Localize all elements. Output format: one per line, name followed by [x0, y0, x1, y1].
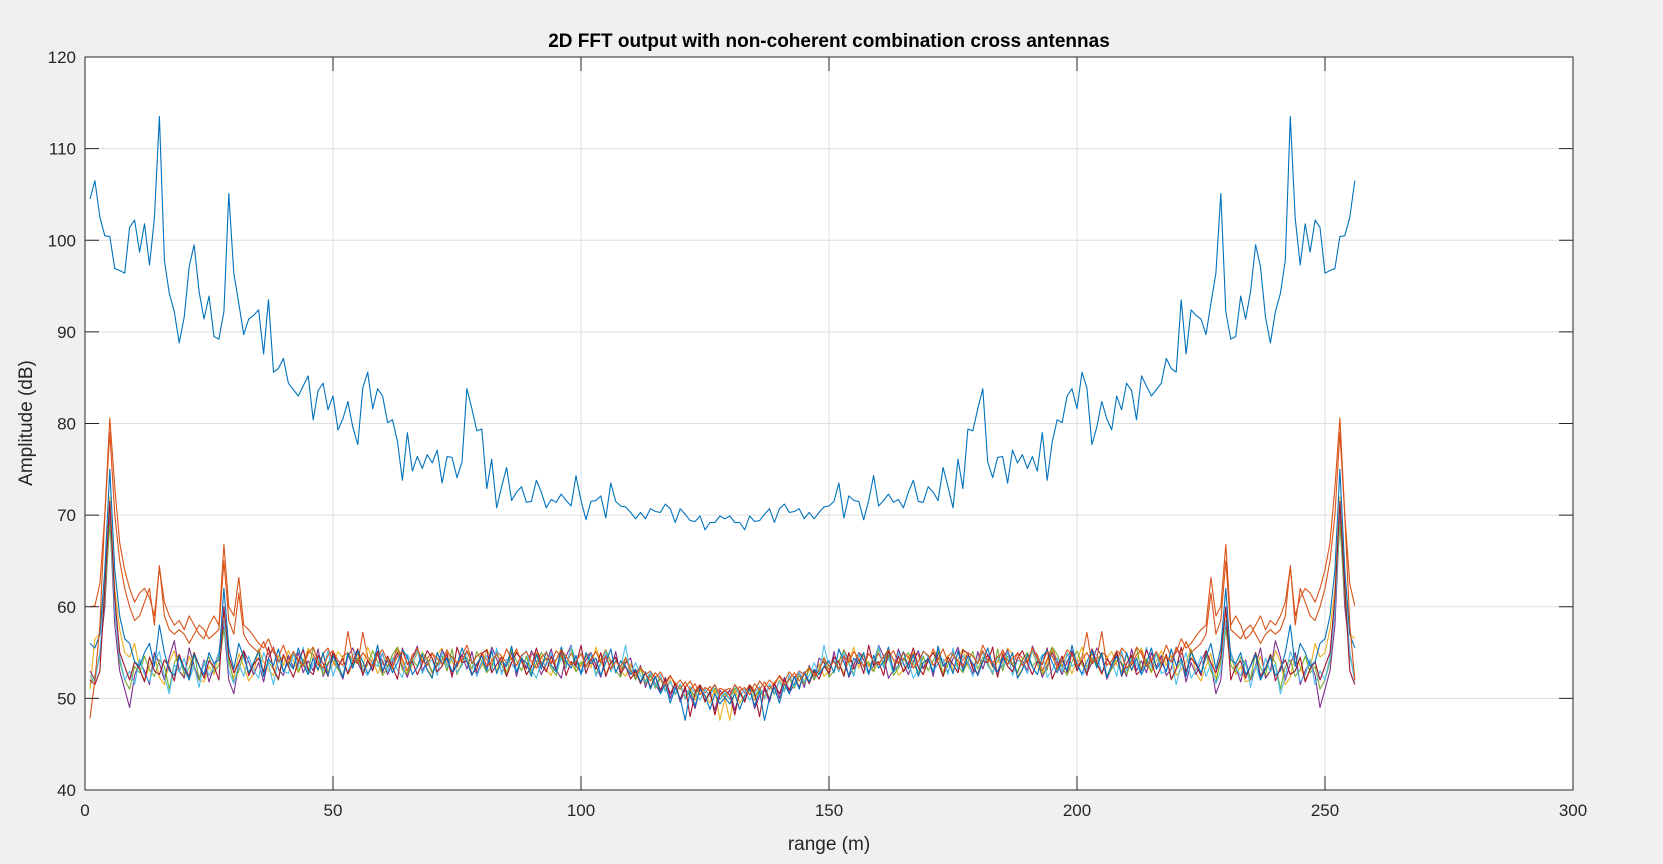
- y-tick-label: 90: [57, 323, 76, 342]
- tick-marks: [84, 56, 1574, 791]
- line-series-3: [89, 496, 1356, 721]
- x-tick-label: 200: [1063, 801, 1091, 820]
- y-tick-labels: 40 50 60 70 80 90 100 110 120: [48, 48, 76, 800]
- y-tick-label: 100: [48, 231, 76, 250]
- y-tick-label: 60: [57, 598, 76, 617]
- y-tick-label: 70: [57, 506, 76, 525]
- line-series-8: [89, 468, 1356, 721]
- y-tick-label: 80: [57, 415, 76, 434]
- line-series-1: [89, 116, 1356, 531]
- y-tick-label: 120: [48, 48, 76, 67]
- x-tick-label: 0: [80, 801, 89, 820]
- x-axis-label: range (m): [788, 834, 870, 855]
- series-lines: [89, 116, 1356, 721]
- y-tick-label: 110: [49, 140, 76, 159]
- x-tick-labels: 0 50 100 150 200 250 300: [80, 801, 1587, 820]
- y-tick-label: 40: [57, 781, 76, 800]
- y-axis-label: Amplitude (dB): [16, 360, 37, 486]
- y-tick-label: 50: [57, 689, 76, 708]
- x-tick-label: 250: [1311, 801, 1339, 820]
- x-tick-label: 100: [567, 801, 595, 820]
- x-tick-label: 150: [815, 801, 843, 820]
- line-series-9: [89, 432, 1356, 719]
- line-series-5: [89, 523, 1356, 703]
- chart-title: 2D FFT output with non-coherent combinat…: [548, 31, 1110, 52]
- x-tick-label: 300: [1559, 801, 1587, 820]
- x-tick-label: 50: [324, 801, 343, 820]
